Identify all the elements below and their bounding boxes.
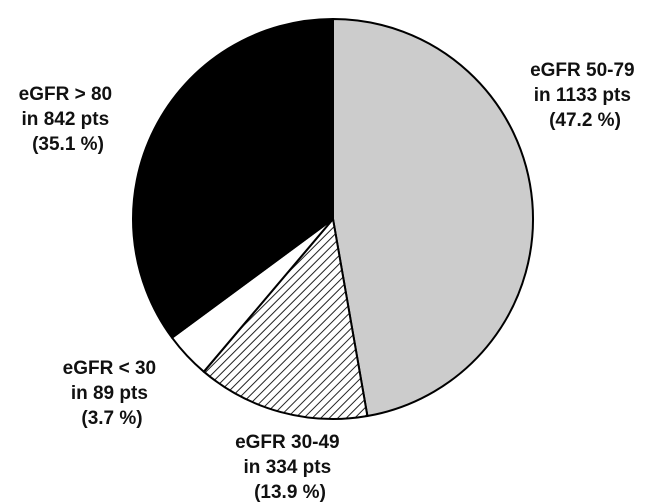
label-egfr-over-80: eGFR > 80 in 842 pts (35.1 %) (19, 84, 118, 155)
label-egfr-30-49: eGFR 30-49 in 334 pts (13.9 %) (235, 432, 345, 503)
pie-slice-egfr-80 (131, 18, 334, 339)
label-egfr-50-79: eGFR 50-79 in 1133 pts (47.2 %) (530, 60, 640, 131)
pie-slice-egfr-50-79 (332, 18, 535, 418)
pie-slices (131, 18, 535, 421)
label-egfr-under-30: eGFR < 30 in 89 pts (3.7 %) (63, 358, 162, 429)
pie-slice-egfr-30-49 (202, 218, 369, 421)
